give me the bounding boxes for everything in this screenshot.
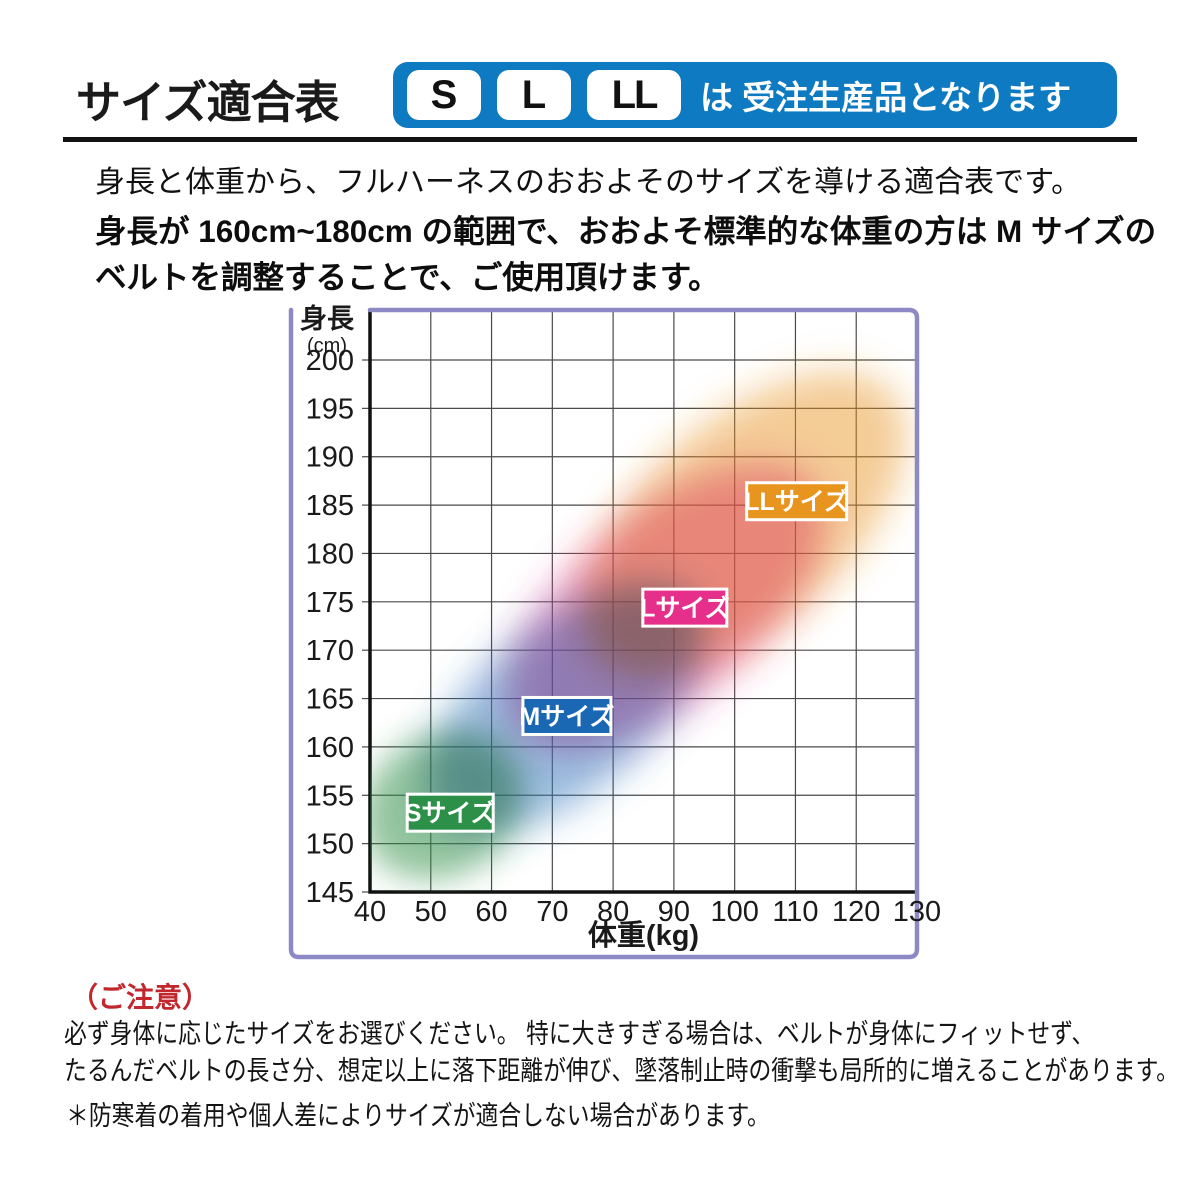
size-pill-l: L: [497, 70, 571, 120]
y-axis-unit: (cm): [307, 335, 347, 357]
size-label-box: [405, 792, 495, 833]
x-tick-label: 90: [658, 896, 690, 928]
x-tick-label: 120: [832, 896, 880, 928]
footnote-line: ＊防寒着の着用や個人差によりサイズが適合しない場合があります。: [66, 1101, 770, 1131]
caution-line1: 必ず身体に応じたサイズをお選びください。 特に大きすぎる場合は、ベルトが身体にフ…: [64, 1019, 1095, 1049]
x-tick-label: 130: [893, 896, 941, 928]
x-tick-label: 100: [710, 896, 758, 928]
x-tick-label: 70: [536, 896, 568, 928]
y-tick-label: 155: [306, 780, 354, 812]
intro-bold-text: 身長が 160cm~180cm の範囲で、おおよそ標準的な体重の方は M サイズ…: [95, 208, 1156, 300]
x-tick-label: 80: [597, 896, 629, 928]
size-label-Mサイズ: Mサイズ: [519, 695, 614, 736]
size-chart-container: 145 150 155 160 165 170 175 180 185 190 195 200 40 50…: [280, 295, 950, 975]
x-tick-label: 110: [772, 896, 818, 928]
y-tick-label: 165: [306, 684, 354, 716]
footnote-text: ＊防寒着の着用や個人差によりサイズが適合しない場合があります。: [66, 1094, 899, 1133]
y-tick-label: 180: [306, 538, 354, 570]
size-label-text: Mサイズ: [519, 702, 614, 731]
intro-text: 身長と体重から、フルハーネスのおおよそのサイズを導ける適合表です。: [95, 166, 1082, 199]
caution-text: 必ず身体に応じたサイズをお選びください。 特に大きすぎる場合は、ベルトが身体にフ…: [64, 1016, 1200, 1090]
size-label-Lサイズ: Lサイズ: [640, 587, 730, 628]
size-chart: 145 150 155 160 165 170 175 180 185 190 195 200 40 50…: [288, 303, 942, 960]
made-to-order-banner: S L LL は 受注生産品となります: [393, 62, 1117, 128]
intro-bold-line1: 身長が 160cm~180cm の範囲で、おおよそ標準的な体重の方は M サイズ…: [95, 213, 1157, 249]
x-axis-title: 体重(kg): [588, 919, 699, 952]
banner-text: は 受注生産品となります: [700, 79, 1072, 116]
y-tick-label: 175: [306, 587, 354, 619]
y-tick-label: 160: [306, 732, 354, 764]
size-pill-ll: LL: [587, 70, 681, 120]
size-label-text: LLサイズ: [744, 487, 849, 516]
intro-bold-line2: ベルトを調整することで、ご使用頂けます。: [95, 259, 720, 295]
y-tick-label: 145: [306, 877, 354, 909]
size-label-text: Sサイズ: [405, 799, 496, 828]
tick-labels: 145 150 155 160 165 170 175 180 185 190 195 200 40 50…: [306, 345, 942, 928]
y-axis-title: 身長: [300, 303, 355, 334]
x-tick-label: 60: [475, 896, 507, 928]
size-label-box: [641, 587, 729, 628]
size-label-box: [745, 481, 849, 522]
caution-header: （ご注意）: [70, 982, 211, 1013]
size-label-text: Lサイズ: [640, 594, 730, 623]
size-label-box: [521, 695, 613, 736]
y-tick-label: 185: [306, 490, 354, 522]
size-labels: Sサイズ Mサイズ Lサイズ LLサイズ: [405, 481, 849, 833]
chart-frame: [288, 307, 920, 960]
y-tick-label: 195: [306, 393, 354, 425]
size-label-LLサイズ: LLサイズ: [744, 481, 849, 522]
size-pill-s: S: [407, 70, 481, 120]
caution-line2: たるんだベルトの長さ分、想定以上に落下距離が伸び、墜落制止時の衝撃も局所的に増え…: [64, 1056, 1179, 1086]
page-title: サイズ適合表: [76, 77, 340, 128]
x-tick-label: 40: [354, 896, 386, 928]
size-label-Sサイズ: Sサイズ: [405, 792, 496, 833]
x-tick-label: 50: [415, 896, 447, 928]
y-tick-label: 200: [306, 345, 354, 377]
y-tick-label: 150: [306, 829, 354, 861]
y-tick-label: 170: [306, 635, 354, 667]
y-tick-label: 190: [306, 442, 354, 474]
header-divider: [63, 137, 1137, 142]
